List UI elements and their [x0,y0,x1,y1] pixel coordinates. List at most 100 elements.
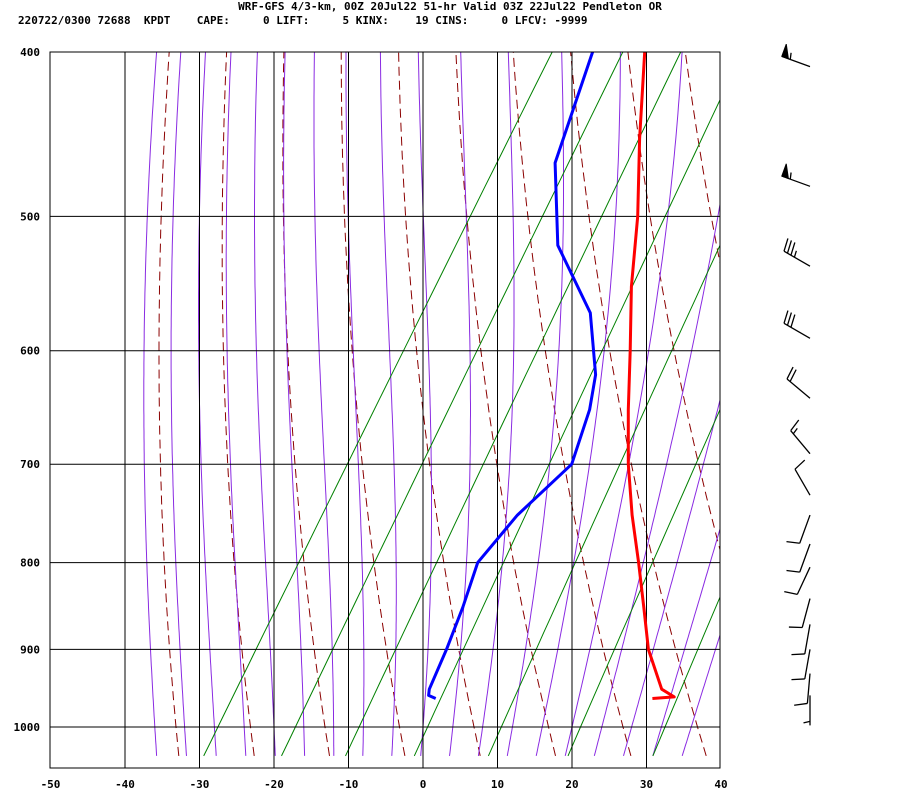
mixing-ratio-line [413,98,720,757]
wind-barb [791,624,811,656]
wind-barb-full [791,678,805,681]
wind-barb [791,649,811,681]
mixing-ratio-line [345,52,682,757]
dry-adiabat-line [158,52,180,756]
wind-barb-full [786,240,793,254]
wind-barb [783,238,811,267]
wind-barb-half [793,250,797,258]
pressure-tick-label: 400 [20,46,40,59]
plot-frame [49,51,721,769]
pressure-tick-label: 800 [20,557,40,570]
moist-adiabat-line [417,52,432,756]
dry-adiabat-line [512,52,632,757]
temperature-tick-label: 40 [714,778,727,791]
wind-barb-half [789,172,792,180]
temperature-profile-line [626,51,676,700]
wind-barb [781,163,811,187]
wind-barb [786,366,811,399]
wind-barb [786,543,811,573]
temperature-tick-label: 10 [491,778,504,791]
wind-barb [781,43,811,68]
moist-adiabat-line [449,52,471,756]
wind-barb-full [790,242,796,256]
wind-barb-staff [786,378,811,399]
wind-barb-staff [804,624,811,655]
moist-adiabat-line [283,52,306,756]
wind-barb-full [786,540,800,544]
dry-adiabat-line [857,52,900,756]
axis-labels: 400 500 600 700 800 900 1000 -50 -40 -30 -20 -10 0 10… [14,46,728,791]
dry-adiabat-line [627,52,720,552]
temperature-tick-label: 20 [565,778,578,791]
wind-barb-full [783,310,789,324]
wind-barb-full [791,653,805,656]
moist-adiabat-line [254,52,276,756]
pressure-tick-label: 900 [20,643,40,656]
wind-barb [794,459,811,496]
wind-barb-full [786,366,794,380]
wind-barb-pennant [781,163,790,180]
mixing-ratio-line [742,52,900,756]
dry-adiabat-line [800,52,900,756]
wind-barb [790,419,811,455]
wind-barb-full [794,702,808,706]
dry-adiabat-line [398,52,481,757]
wind-barb [794,673,811,706]
wind-barbs [781,43,811,726]
moist-adiabat-line [143,52,158,756]
wind-barb-full [784,590,798,596]
moist-adiabat-line [681,633,720,757]
mixing-ratio-line [281,52,624,757]
wind-barb-full [790,419,800,432]
temperature-tick-label: -30 [190,778,210,791]
moist-adiabat-line [225,52,247,756]
pressure-tick-label: 1000 [14,721,41,734]
mixing-ratio-line [487,244,720,757]
wind-barb-full [786,312,793,326]
wind-barb-staff [806,673,811,704]
wind-barb-full [783,238,789,252]
wind-barb-full [794,459,806,470]
wind-barb-staff [790,430,811,455]
moist-adiabat-line [623,398,720,757]
wind-barb-half [803,720,811,724]
temperature-tick-label: 0 [420,778,427,791]
profiles [427,51,676,700]
mixing-ratio-lines [203,52,900,757]
wind-barb-staff [801,598,811,628]
wind-barb-staff [799,543,811,573]
pressure-tick-label: 600 [20,345,40,358]
mixing-ratio-line [203,52,553,757]
wind-barb [786,514,811,544]
dewpoint-profile-line [427,51,598,700]
plot-area [50,52,720,768]
wind-barb-pennant [781,43,790,60]
moist-adiabat-line [313,52,335,756]
mixing-ratio-line [567,408,720,757]
moist-adiabat-line [564,52,683,757]
moist-adiabat-line [477,52,515,756]
dry-adiabat-line [743,52,900,756]
wind-barb-staff [783,250,811,267]
wind-barb-full [786,569,800,573]
temperature-tick-label: -20 [264,778,284,791]
chart-header-line-1: WRF-GFS 4/3-km, 00Z 20Jul22 51-hr Valid … [238,0,662,13]
wind-barb [784,566,811,596]
wind-barb-half [789,52,792,60]
mixing-ratio-line [652,595,720,757]
wind-barb [803,695,811,726]
temperature-tick-label: -50 [41,778,61,791]
moist-adiabat-line [535,52,621,757]
moist-adiabat-line [593,201,720,757]
wind-barb-half [792,428,798,435]
wind-barb [788,598,811,629]
moist-adiabat-line [652,527,720,757]
temperature-tick-label: -10 [339,778,359,791]
dry-adiabat-line [221,52,255,756]
pressure-tick-label: 500 [20,210,40,223]
wind-barb-staff [783,322,811,339]
dry-adiabat-line [684,52,720,266]
dry-adiabat-line [455,52,556,757]
dry-adiabat-line [340,52,406,756]
